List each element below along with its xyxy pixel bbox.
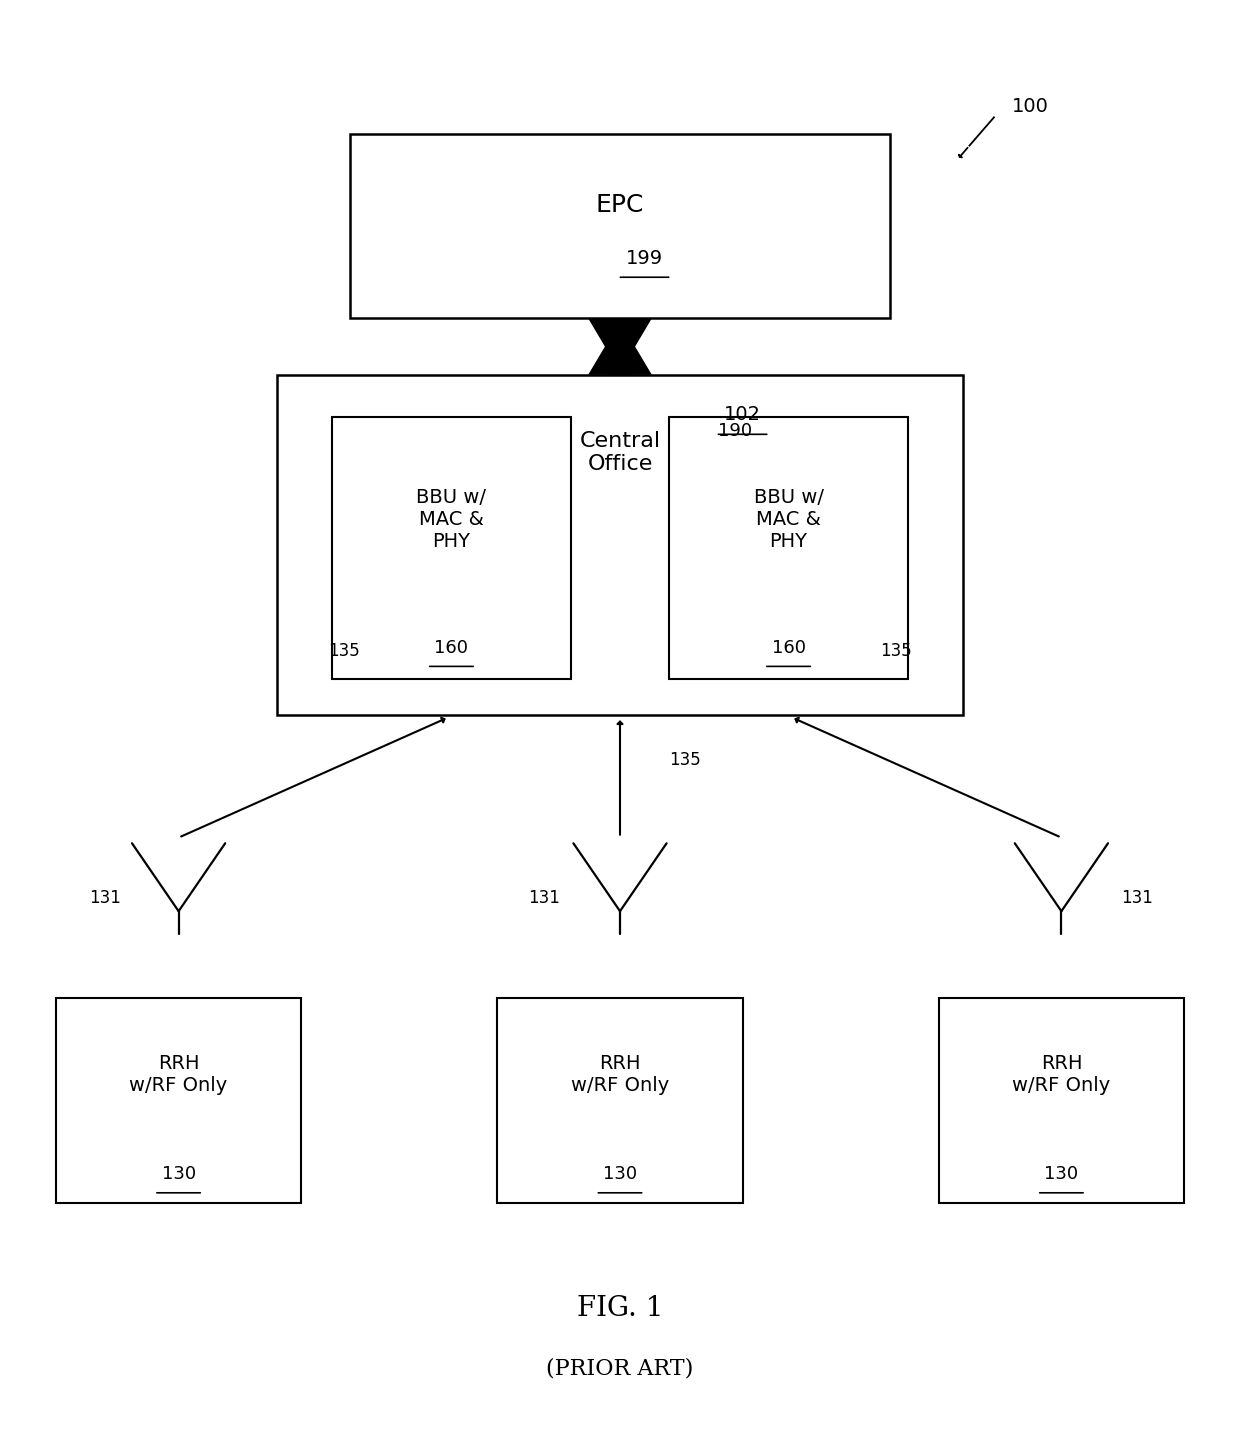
Text: RRH
w/RF Only: RRH w/RF Only [129, 1055, 228, 1095]
Text: 190: 190 [718, 423, 753, 440]
Text: BBU w/
MAC &
PHY: BBU w/ MAC & PHY [417, 489, 486, 552]
Text: 130: 130 [161, 1166, 196, 1183]
Text: 131: 131 [528, 889, 560, 907]
Text: 135: 135 [329, 642, 360, 660]
Text: 131: 131 [1121, 889, 1153, 907]
Text: 131: 131 [89, 889, 122, 907]
Text: RRH
w/RF Only: RRH w/RF Only [570, 1055, 670, 1095]
FancyArrow shape [588, 319, 652, 372]
Text: 102: 102 [724, 404, 761, 424]
Text: 130: 130 [1044, 1166, 1079, 1183]
Text: 100: 100 [1012, 97, 1049, 116]
Text: FIG. 1: FIG. 1 [577, 1295, 663, 1322]
Text: 130: 130 [603, 1166, 637, 1183]
Text: EPC: EPC [595, 193, 645, 217]
Text: 160: 160 [434, 639, 469, 657]
FancyArrow shape [588, 322, 652, 374]
Text: 199: 199 [626, 249, 663, 269]
Bar [670, 417, 908, 679]
Bar [56, 997, 301, 1203]
Bar [497, 997, 743, 1203]
Text: 135: 135 [670, 750, 701, 769]
Text: 160: 160 [771, 639, 806, 657]
Text: 135: 135 [880, 642, 911, 660]
Text: BBU w/
MAC &
PHY: BBU w/ MAC & PHY [754, 489, 823, 552]
Text: Central
Office: Central Office [579, 432, 661, 474]
Bar [939, 997, 1184, 1203]
Bar [350, 134, 890, 319]
Bar [277, 374, 963, 714]
Text: (PRIOR ART): (PRIOR ART) [547, 1358, 693, 1379]
Text: RRH
w/RF Only: RRH w/RF Only [1012, 1055, 1111, 1095]
Bar [608, 319, 632, 374]
Bar [332, 417, 570, 679]
